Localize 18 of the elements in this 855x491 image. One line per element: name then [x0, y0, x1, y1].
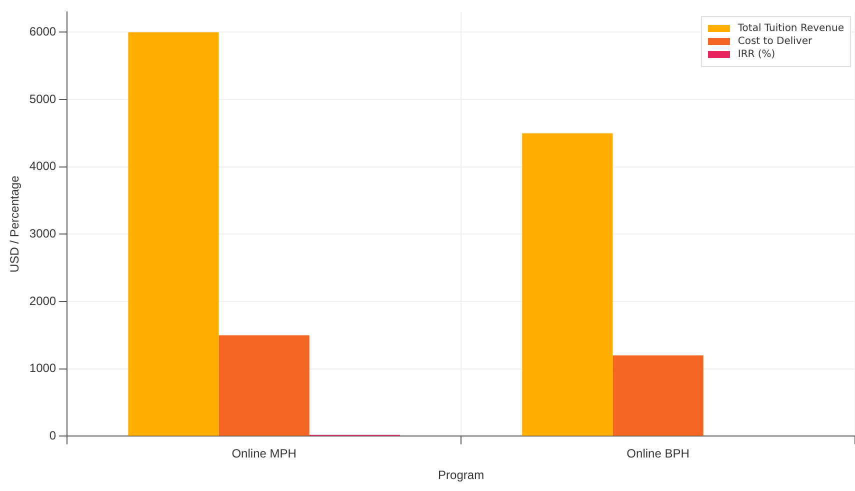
x-tick-label: Online BPH	[626, 446, 690, 461]
legend-label: Cost to Deliver	[738, 36, 812, 47]
y-tick-label: 4000	[29, 159, 56, 174]
x-axis-title: Program	[438, 468, 484, 482]
bar	[522, 133, 613, 436]
y-tick-label: 5000	[29, 92, 56, 106]
bar	[128, 32, 219, 436]
y-tick-label: 0	[49, 428, 56, 443]
legend-label: IRR (%)	[738, 49, 776, 60]
y-tick-label: 6000	[29, 24, 56, 39]
y-axis-title: USD / Percentage	[8, 175, 22, 272]
bar	[218, 335, 310, 436]
y-tick-label: 2000	[29, 294, 56, 308]
y-tick-label: 1000	[29, 361, 56, 376]
bar	[612, 355, 704, 436]
x-tick-label: Online MPH	[232, 446, 296, 461]
legend-label: Total Tuition Revenue	[738, 23, 844, 34]
y-tick-label: 3000	[29, 226, 56, 241]
